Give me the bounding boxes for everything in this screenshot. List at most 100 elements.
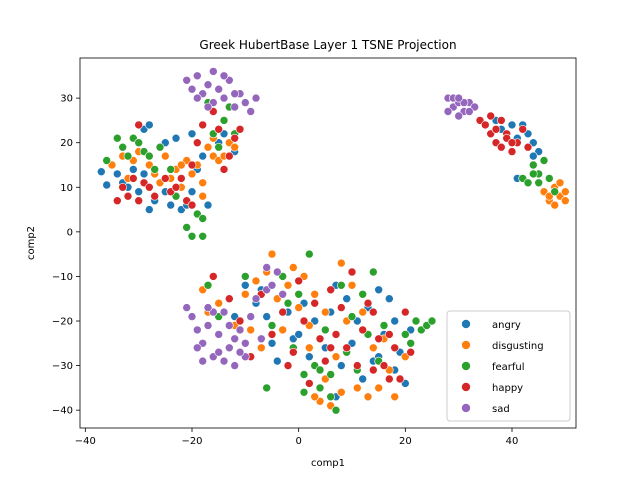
happy-point (496, 116, 506, 125)
fearful-point (550, 187, 560, 196)
angry-point (129, 165, 138, 174)
sad-point (219, 307, 229, 317)
angry-point (294, 330, 304, 339)
disgusting-point (560, 196, 570, 205)
fearful-point (198, 232, 207, 241)
disgusting-point (198, 191, 207, 201)
fearful-point (315, 365, 325, 375)
happy-point (299, 316, 309, 326)
happy-point (390, 343, 400, 353)
happy-point (358, 325, 368, 335)
fearful-point (523, 178, 533, 188)
angry-point (342, 294, 352, 304)
sad-point (225, 321, 234, 330)
fearful-point (368, 267, 378, 277)
x-tick-label: 20 (399, 436, 412, 447)
sad-point (203, 102, 213, 112)
happy-point (235, 125, 245, 134)
fearful-point (411, 316, 421, 326)
angry-point (241, 280, 250, 290)
disgusting-point (555, 178, 565, 188)
fearful-point (304, 249, 314, 259)
happy-point (518, 125, 528, 134)
disgusting-point (177, 160, 186, 170)
disgusting-point (246, 325, 255, 335)
angry-point (187, 129, 197, 139)
disgusting-point (331, 352, 341, 362)
disgusting-point (283, 280, 293, 290)
sad-point (193, 93, 202, 103)
sad-point (214, 330, 223, 339)
sad-point (251, 294, 261, 304)
happy-point (368, 365, 378, 375)
disgusting-point (363, 392, 373, 402)
sad-point (251, 93, 261, 103)
happy-point (187, 160, 197, 170)
y-tick-label: 30 (60, 94, 73, 105)
happy-point (326, 343, 336, 353)
fearful-point (198, 214, 207, 223)
happy-point (395, 374, 405, 384)
sad-point (209, 67, 218, 76)
happy-point (198, 120, 207, 130)
happy-point (161, 174, 170, 183)
legend-label-disgusting: disgusting (492, 341, 544, 352)
happy-point (406, 347, 416, 357)
happy-point (113, 196, 122, 205)
plot-frame (79, 57, 577, 429)
fearful-point (336, 280, 346, 290)
fearful-point (150, 165, 159, 174)
fearful-point (294, 289, 304, 299)
disgusting-point (368, 343, 378, 353)
fearful-point (315, 383, 325, 393)
angry-point (267, 338, 277, 348)
y-tick-label: 0 (67, 227, 73, 238)
fearful-point (113, 133, 122, 143)
legend-marker-angry (461, 319, 471, 329)
angry-point (262, 312, 272, 321)
happy-point (326, 285, 336, 295)
sad-point (214, 84, 223, 94)
angry-point (336, 361, 346, 370)
disgusting-point (310, 289, 320, 299)
happy-point (363, 298, 373, 308)
fearful-point (320, 325, 330, 335)
happy-point (304, 379, 314, 388)
fearful-point (379, 321, 389, 330)
fearful-point (331, 405, 341, 415)
angry-point (145, 205, 154, 214)
disgusting-point (187, 169, 197, 179)
disgusting-point (203, 142, 213, 152)
fearful-point (544, 174, 554, 183)
sad-point (187, 312, 197, 321)
happy-point (193, 138, 202, 147)
chart-title: Greek HubertBase Layer 1 TSNE Projection (199, 38, 456, 52)
disgusting-point (347, 280, 357, 290)
disgusting-point (358, 307, 368, 317)
fearful-point (182, 223, 191, 232)
points-layer (97, 67, 570, 415)
disgusting-point (278, 325, 288, 335)
y-tick-label: −30 (52, 361, 73, 372)
happy-point (294, 276, 304, 286)
happy-point (374, 334, 384, 344)
sad-point (272, 267, 282, 277)
sad-point (454, 93, 464, 103)
fearful-point (528, 160, 538, 170)
legend-label-angry: angry (492, 320, 521, 331)
disgusting-point (374, 383, 384, 393)
sad-point (230, 361, 239, 370)
fearful-point (102, 156, 111, 165)
sad-point (187, 84, 197, 94)
fearful-point (118, 142, 127, 152)
sad-point (246, 107, 255, 116)
fearful-point (262, 383, 272, 393)
legend-label-fearful: fearful (492, 362, 525, 373)
y-tick-label: −40 (52, 406, 73, 417)
happy-point (368, 307, 378, 317)
happy-point (310, 298, 320, 308)
fearful-point (134, 138, 143, 147)
fearful-point (123, 151, 133, 161)
x-axis-title: comp1 (311, 458, 345, 469)
